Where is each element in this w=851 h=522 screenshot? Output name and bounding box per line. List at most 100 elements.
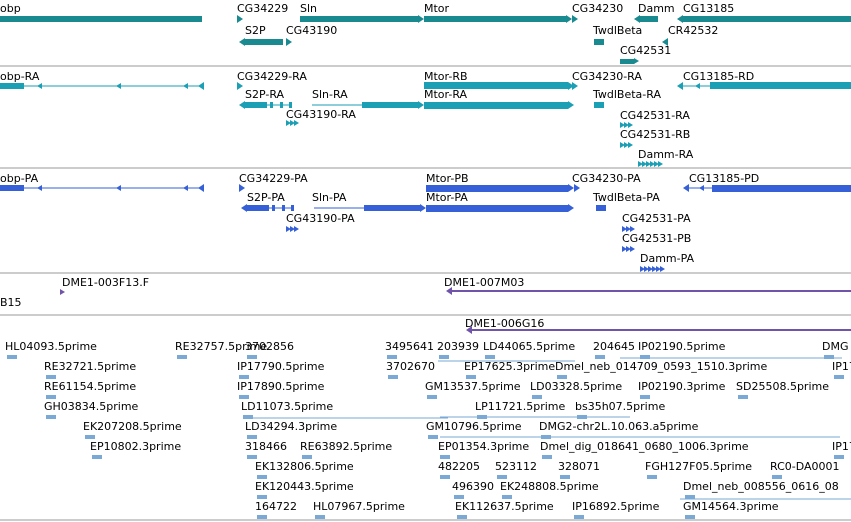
- est-block-523112-37[interactable]: [497, 475, 507, 479]
- feature-label-164722[interactable]: 164722: [255, 500, 297, 513]
- feature-label-dme1-003f13-f[interactable]: DME1-003F13.F: [62, 276, 149, 289]
- feature-label-cg13185-rd[interactable]: CG13185-RD: [683, 70, 754, 83]
- feature-label-twdlbeta-ra[interactable]: TwdlBeta-RA: [592, 88, 661, 101]
- feature-label-ip17790-5prime[interactable]: IP17790.5prime: [237, 360, 325, 373]
- feature-label-ip17[interactable]: IP17: [832, 360, 851, 373]
- est-block-ek120443-5prime-41[interactable]: [257, 495, 267, 499]
- rna-arrow-obp-ra-0[interactable]: [37, 83, 42, 89]
- est-block-re63892-5prime-31[interactable]: [302, 455, 312, 459]
- est-block-ld11073-5prime-22[interactable]: [243, 415, 253, 419]
- feature-label-cg13185[interactable]: CG13185: [683, 2, 734, 15]
- gene-block-s2p[interactable]: [245, 39, 283, 45]
- est-block-gm10796-5prime-27[interactable]: [428, 435, 438, 439]
- feature-label-cg34229[interactable]: CG34229: [237, 2, 288, 15]
- est-block-3495641-3[interactable]: [387, 355, 397, 359]
- feature-label-sln[interactable]: Sln: [300, 2, 317, 15]
- est-block-hl07967-5prime-46[interactable]: [315, 515, 325, 519]
- rna-arrow-obp-ra-2[interactable]: [183, 83, 188, 89]
- prot-arrow-obp-pa-0[interactable]: [37, 185, 42, 191]
- feature-label-re63892-5prime[interactable]: RE63892.5prime: [300, 440, 392, 453]
- rna-block-sln-ra[interactable]: [362, 102, 418, 108]
- prot-arrow-cg13185-pd[interactable]: [683, 184, 689, 192]
- feature-label-obp-ra[interactable]: obp-RA: [0, 70, 40, 83]
- gene-arrow-cr42532[interactable]: [662, 38, 668, 46]
- est-block-ep17625-3prime-12[interactable]: [466, 375, 476, 379]
- gene-arrow-cg34230[interactable]: [572, 15, 578, 23]
- gene-block-twdlbeta[interactable]: [594, 39, 604, 45]
- rna-block-cg13185-rd[interactable]: [710, 82, 851, 89]
- feature-label-mtor-pa[interactable]: Mtor-PA: [426, 191, 468, 204]
- feature-label-fgh127f05-5prime[interactable]: FGH127F05.5prime: [645, 460, 752, 473]
- feature-label-3495641[interactable]: 3495641: [385, 340, 434, 353]
- est-block-204645-6[interactable]: [595, 355, 605, 359]
- est-block-re32757-5prime-1[interactable]: [177, 355, 187, 359]
- prot-damm-pa-chevron-2[interactable]: [648, 266, 653, 272]
- feature-label-204645[interactable]: 204645: [593, 340, 635, 353]
- feature-label-cg42531-pb[interactable]: CG42531-PB: [622, 232, 691, 245]
- rna-damm-ra-chevron-3[interactable]: [650, 161, 655, 167]
- est-block-ip17-14[interactable]: [834, 375, 844, 379]
- gene-arrow-cg42531[interactable]: [634, 58, 639, 64]
- feature-label-496390[interactable]: 496390: [452, 480, 494, 493]
- prot-damm-pa-chevron-3[interactable]: [652, 266, 657, 272]
- feature-label-mtor-rb[interactable]: Mtor-RB: [424, 70, 468, 83]
- feature-label-bs35h07-5prime[interactable]: bs35h07.5prime: [575, 400, 665, 413]
- est-block-ip17790-5prime-10[interactable]: [239, 375, 249, 379]
- feature-label-obp-pa[interactable]: obp-PA: [0, 172, 39, 185]
- est-block-318466-30[interactable]: [247, 455, 257, 459]
- feature-label-cg34230-pa[interactable]: CG34230-PA: [572, 172, 641, 185]
- clone-line-dme1-006g16[interactable]: [470, 329, 851, 331]
- gene-block-obp[interactable]: [0, 16, 202, 22]
- rna-arrow-cg13185-rd-2[interactable]: [695, 83, 700, 89]
- prot-cg42531-pa-chevron-0[interactable]: [622, 226, 627, 232]
- est-block-ip16892-5prime-48[interactable]: [574, 515, 584, 519]
- rna-cg43190-ra-chevron-0[interactable]: [286, 120, 291, 126]
- rna-damm-ra-chevron-4[interactable]: [654, 161, 659, 167]
- est-block-496390-42[interactable]: [454, 495, 464, 499]
- feature-label-s2p[interactable]: S2P: [245, 24, 266, 37]
- prot-arrow-obp-pa-2[interactable]: [183, 185, 188, 191]
- clone-line-dme1-007m03[interactable]: [449, 290, 851, 292]
- feature-label-gm13537-5prime[interactable]: GM13537.5prime: [425, 380, 521, 393]
- rna-block-mtor-rb[interactable]: [424, 82, 568, 89]
- gene-arrow-mtor[interactable]: [566, 15, 572, 23]
- feature-label-dmel-neb-014709-0593-1510-3prime[interactable]: Dmel_neb_014709_0593_1510.3prime: [555, 360, 767, 373]
- feature-label-ld44065-5prime[interactable]: LD44065.5prime: [483, 340, 575, 353]
- feature-label-mtor[interactable]: Mtor: [424, 2, 450, 15]
- rna-block-obp-ra[interactable]: [0, 83, 24, 89]
- rna-damm-ra-chevron-2[interactable]: [646, 161, 651, 167]
- est-block-482205-36[interactable]: [440, 475, 450, 479]
- feature-label-523112[interactable]: 523112: [495, 460, 537, 473]
- feature-label-ek112637-5prime[interactable]: EK112637.5prime: [455, 500, 554, 513]
- prot-arrow-sln-pa[interactable]: [420, 204, 426, 212]
- rna-arrow-mtor-rb-start[interactable]: [424, 83, 429, 89]
- prot-arrow-cg34229-pa[interactable]: [239, 184, 245, 192]
- prot-exon-s2p-pa-0[interactable]: [272, 205, 275, 211]
- rna-damm-ra-chevron-1[interactable]: [642, 161, 647, 167]
- rna-arrow-s2p-ra[interactable]: [239, 101, 245, 109]
- est-block-dmel-neb-014709-0593-1510-3prime-13[interactable]: [557, 375, 567, 379]
- feature-label-s2p-pa[interactable]: S2P-PA: [247, 191, 285, 204]
- prot-cg42531-pa-chevron-1[interactable]: [626, 226, 631, 232]
- est-block-ip17-34[interactable]: [834, 455, 844, 459]
- feature-label-re32721-5prime[interactable]: RE32721.5prime: [44, 360, 136, 373]
- rna-damm-ra-chevron-5[interactable]: [658, 161, 663, 167]
- feature-label-sln-ra[interactable]: Sln-RA: [312, 88, 348, 101]
- est-block-re32721-5prime-9[interactable]: [46, 375, 56, 379]
- feature-label-hl04093-5prime[interactable]: HL04093.5prime: [5, 340, 97, 353]
- feature-label-cg13185-pd[interactable]: CG13185-PD: [689, 172, 759, 185]
- feature-label-cg34229-pa[interactable]: CG34229-PA: [239, 172, 308, 185]
- feature-label-gh03834-5prime[interactable]: GH03834.5prime: [44, 400, 139, 413]
- feature-label-cg43190-pa[interactable]: CG43190-PA: [286, 212, 355, 225]
- rna-cg42531-rb-chevron-2[interactable]: [628, 142, 633, 148]
- gene-arrow-cg43190[interactable]: [286, 38, 292, 46]
- feature-label-318466[interactable]: 318466: [245, 440, 287, 453]
- rna-block-s2p-ra[interactable]: [245, 102, 267, 108]
- prot-arrow-mtor-pa[interactable]: [568, 204, 574, 212]
- feature-label-cg42531-rb[interactable]: CG42531-RB: [620, 128, 690, 141]
- gene-block-mtor[interactable]: [424, 16, 566, 22]
- rna-cg42531-ra-chevron-0[interactable]: [620, 122, 625, 128]
- feature-label-sln-pa[interactable]: Sln-PA: [312, 191, 347, 204]
- est-block-ek112637-5prime-47[interactable]: [457, 515, 467, 519]
